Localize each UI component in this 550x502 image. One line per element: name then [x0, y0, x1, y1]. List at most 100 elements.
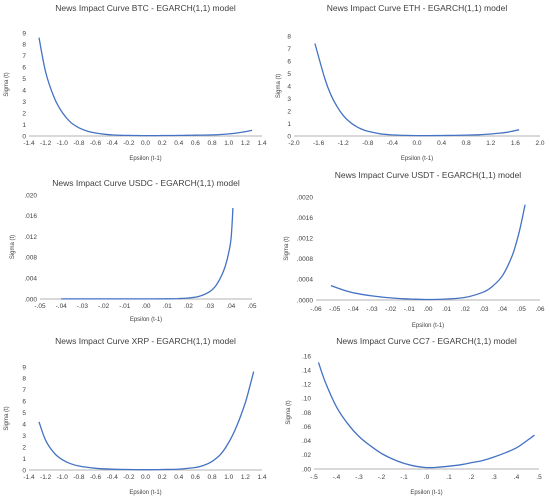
x-tick-label: .5: [536, 474, 542, 481]
x-tick-label: .06: [535, 306, 544, 313]
x-tick-label: 1.4: [257, 474, 266, 481]
x-tick-label: 1.2: [241, 140, 250, 147]
y-tick-label: .016: [24, 213, 37, 220]
y-tick-label: 5: [22, 76, 26, 83]
chart-panel-1: News Impact Curve BTC - EGARCH(1,1) mode…: [4, 3, 267, 162]
x-tick-label: 1.2: [486, 140, 495, 147]
y-tick-label: 9: [22, 364, 26, 371]
chart-title: News Impact Curve USDC - EGARCH(1,1) mod…: [52, 178, 240, 188]
x-axis-label: Epsilon (t-1): [401, 156, 433, 162]
y-tick-label: 4: [22, 422, 26, 429]
y-tick-label: 4: [287, 83, 291, 90]
x-tick-label: 0.8: [462, 140, 471, 147]
x-tick-label: 1.0: [224, 140, 233, 147]
x-tick-label: -.05: [329, 306, 341, 313]
y-tick-label: 5: [287, 71, 291, 78]
y-tick-label: .16: [302, 353, 311, 360]
chart-title: News Impact Curve XRP - EGARCH(1,1) mode…: [55, 336, 236, 346]
y-tick-label: 1: [22, 122, 26, 129]
x-tick-label: -.06: [310, 306, 322, 313]
y-axis-label: Sigma (t): [284, 236, 290, 260]
x-tick-label: .4: [514, 474, 520, 481]
x-tick-label: -.01: [404, 306, 416, 313]
series-line: [330, 204, 526, 301]
chart-panel-2: News Impact Curve ETH - EGARCH(1,1) mode…: [276, 3, 545, 162]
y-axis-label: Sigma (t): [4, 406, 10, 430]
x-tick-label: -0.8: [362, 140, 374, 147]
x-tick-label: -.02: [98, 303, 110, 310]
x-axis-label: Epsilon (t-1): [412, 323, 444, 329]
y-tick-label: 0: [287, 133, 291, 140]
x-tick-label: .02: [184, 303, 193, 310]
x-tick-label: .05: [247, 303, 256, 310]
y-tick-label: 0: [22, 467, 26, 474]
x-tick-label: -1.0: [57, 140, 69, 147]
x-tick-label: -0.4: [387, 140, 399, 147]
y-tick-label: .0000: [297, 297, 314, 304]
x-tick-label: .01: [163, 303, 172, 310]
y-tick-label: 2: [22, 110, 26, 117]
x-tick-label: -.03: [77, 303, 89, 310]
x-axis-label: Epsilon (t-1): [129, 490, 161, 496]
y-tick-label: .020: [24, 192, 37, 199]
x-tick-label: -.05: [34, 303, 46, 310]
chart-panel-6: News Impact Curve CC7 - EGARCH(1,1) mode…: [286, 336, 542, 496]
x-tick-label: .1: [446, 474, 452, 481]
x-tick-label: -1.2: [40, 474, 52, 481]
x-axis-label: Epsilon (t-1): [410, 490, 442, 496]
x-tick-label: 0.8: [208, 474, 217, 481]
x-tick-label: -.3: [355, 474, 363, 481]
y-tick-label: .0004: [297, 277, 314, 284]
x-tick-label: -1.4: [23, 474, 35, 481]
x-tick-label: 0.2: [158, 474, 167, 481]
y-tick-label: .0012: [297, 236, 314, 243]
chart-title: News Impact Curve ETH - EGARCH(1,1) mode…: [327, 3, 508, 13]
y-tick-label: 7: [287, 46, 291, 53]
series-line: [61, 207, 234, 300]
x-tick-label: .0: [424, 474, 430, 481]
x-tick-label: .00: [423, 306, 432, 313]
y-tick-label: 3: [287, 96, 291, 103]
x-tick-label: 0.0: [141, 140, 150, 147]
x-tick-label: -0.8: [73, 140, 85, 147]
x-tick-label: 0.8: [208, 140, 217, 147]
x-tick-label: .04: [226, 303, 235, 310]
x-tick-label: .00: [141, 303, 150, 310]
chart-panel-3: News Impact Curve USDC - EGARCH(1,1) mod…: [10, 178, 257, 323]
series-line: [38, 371, 255, 471]
y-tick-label: 0: [22, 133, 26, 140]
x-tick-label: 0.4: [437, 140, 446, 147]
x-tick-label: -1.4: [23, 140, 35, 147]
x-tick-label: .03: [479, 306, 488, 313]
x-tick-label: -.02: [385, 306, 397, 313]
x-tick-label: 2.0: [535, 140, 544, 147]
x-tick-label: 0.6: [191, 474, 200, 481]
y-axis-label: Sigma (t): [286, 400, 292, 424]
y-tick-label: 3: [22, 99, 26, 106]
y-tick-label: 7: [22, 387, 26, 394]
x-tick-label: 0.0: [412, 140, 421, 147]
x-tick-label: -.01: [119, 303, 131, 310]
x-tick-label: .3: [491, 474, 497, 481]
y-tick-label: .0020: [297, 194, 314, 201]
y-tick-label: .000: [24, 296, 37, 303]
x-tick-label: -.04: [56, 303, 68, 310]
y-axis-label: Sigma (t): [276, 74, 282, 98]
y-tick-label: 2: [287, 108, 291, 115]
y-tick-label: .0016: [297, 215, 314, 222]
y-tick-label: 6: [287, 58, 291, 65]
x-tick-label: -1.2: [40, 140, 52, 147]
y-tick-label: .0008: [297, 256, 314, 263]
y-tick-label: 1: [287, 121, 291, 128]
x-axis-label: Epsilon (t-1): [129, 156, 161, 162]
y-tick-label: .12: [302, 382, 311, 389]
y-tick-label: 6: [22, 399, 26, 406]
x-tick-label: -1.0: [57, 474, 69, 481]
x-tick-label: .03: [205, 303, 214, 310]
x-tick-label: -0.4: [107, 140, 119, 147]
x-tick-label: 1.0: [224, 474, 233, 481]
x-tick-label: 1.6: [511, 140, 520, 147]
y-tick-label: 2: [22, 444, 26, 451]
x-tick-label: -0.6: [90, 140, 102, 147]
